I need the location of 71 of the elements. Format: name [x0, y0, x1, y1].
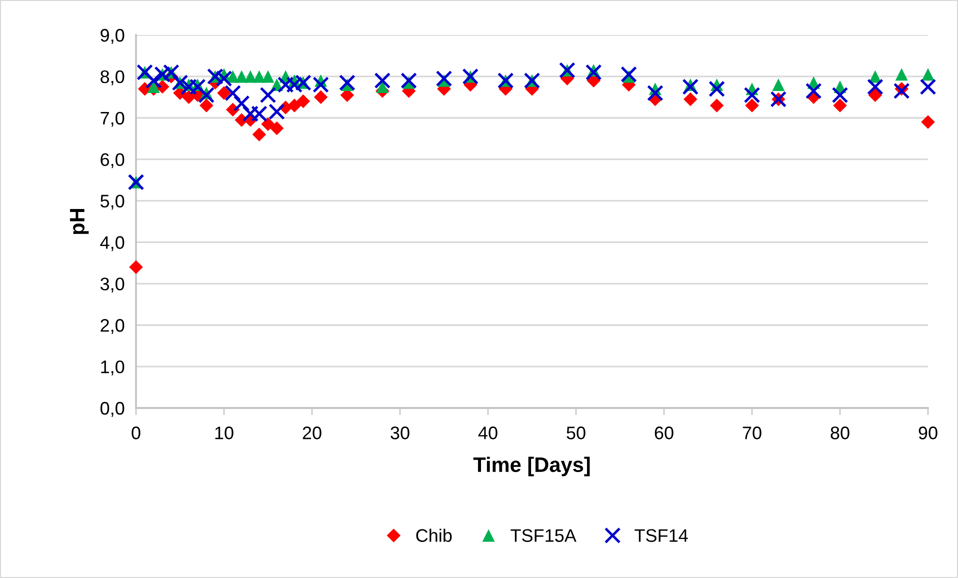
point	[436, 70, 452, 87]
y-tick-label: 8,0	[100, 70, 124, 86]
point	[262, 70, 274, 83]
y-tick-label: 7,0	[100, 112, 124, 127]
point	[233, 95, 250, 112]
y-tick-label: 4,0	[100, 236, 124, 252]
point	[895, 68, 908, 81]
y-tick-label: 3,0	[100, 278, 124, 293]
point	[400, 72, 417, 89]
point	[129, 260, 143, 274]
point	[180, 78, 197, 95]
point	[805, 82, 822, 100]
x-tick-label: 60	[654, 426, 674, 440]
x-axis-title: Time [Days]	[473, 456, 590, 476]
point	[772, 78, 785, 91]
point	[376, 80, 389, 94]
x-tick-label: 40	[478, 426, 498, 440]
point	[145, 72, 162, 89]
point	[620, 66, 637, 83]
y-tick-label: 5,0	[100, 194, 124, 210]
x-tick-label: 10	[215, 426, 234, 440]
point	[708, 80, 725, 98]
y-tick-label: 1,0	[101, 360, 124, 376]
point	[745, 98, 759, 112]
point	[710, 98, 724, 112]
x-tick-label: 80	[830, 426, 850, 440]
legend-label: TSF14	[634, 529, 688, 542]
legend-label: Chib	[416, 528, 452, 542]
point	[296, 94, 310, 108]
point	[200, 98, 214, 112]
x-tick-label: 90	[918, 426, 938, 440]
point	[585, 64, 602, 80]
point	[260, 86, 276, 104]
point	[922, 68, 934, 81]
point	[867, 78, 884, 95]
point	[833, 98, 847, 112]
point	[920, 78, 936, 95]
point	[744, 86, 760, 104]
point	[198, 86, 215, 104]
y-tick-label: 6,0	[100, 153, 124, 168]
y-tick-label: 2,0	[100, 319, 124, 334]
x-tick-label: 0	[132, 426, 140, 440]
point	[339, 74, 356, 91]
point	[374, 72, 391, 89]
point	[224, 84, 241, 102]
y-axis-title: pH	[70, 209, 89, 234]
x-tick-label: 70	[742, 426, 762, 440]
x-tick-label: 50	[566, 426, 586, 440]
point	[647, 84, 664, 102]
point	[893, 82, 910, 100]
point	[242, 106, 259, 122]
point	[286, 76, 303, 93]
point	[832, 86, 848, 104]
point	[684, 92, 698, 106]
point	[868, 88, 882, 102]
point	[314, 90, 328, 104]
point	[216, 70, 232, 87]
point	[921, 115, 935, 129]
legend-label: TSF15A	[510, 529, 576, 542]
y-tick-label: 0,0	[100, 402, 124, 417]
point	[270, 121, 284, 136]
point	[217, 86, 231, 100]
point	[189, 78, 206, 95]
point	[147, 80, 160, 94]
point	[288, 98, 302, 112]
point	[682, 78, 699, 95]
x-tick-label: 20	[302, 426, 322, 440]
point	[261, 117, 275, 131]
x-tick-label: 30	[390, 426, 410, 440]
point	[252, 128, 266, 142]
y-tick-label: 9,0	[100, 28, 124, 44]
